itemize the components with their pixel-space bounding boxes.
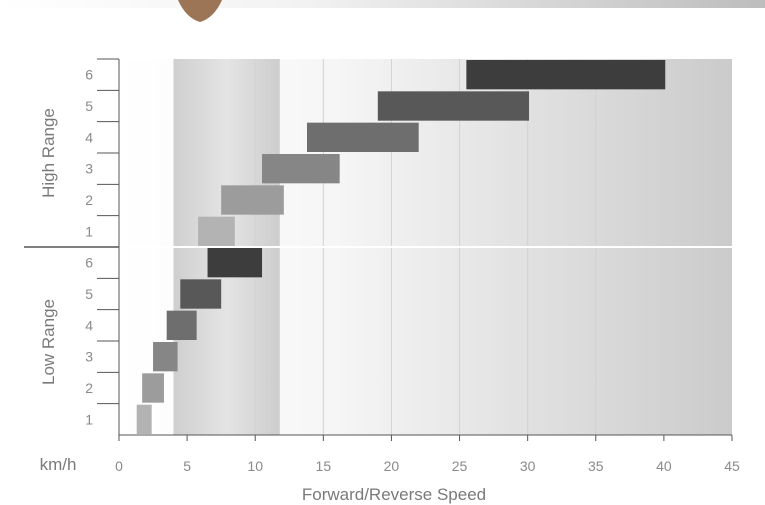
bar-high-gear-5 <box>377 91 530 121</box>
y-tick-label-low-1: 1 <box>85 411 93 427</box>
x-tick-label-15: 15 <box>316 458 332 474</box>
y-tick-label-high-5: 5 <box>85 98 93 114</box>
y-tick-label-high-4: 4 <box>85 129 93 145</box>
x-axis-title: Forward/Reverse Speed <box>302 485 486 504</box>
unit-label: km/h <box>40 455 77 474</box>
bar-layer <box>119 60 732 434</box>
top-decor-shape <box>178 0 222 22</box>
y-tick-label-low-2: 2 <box>85 380 93 396</box>
x-tick-label-40: 40 <box>656 458 672 474</box>
bar-high-gear-2 <box>221 185 284 215</box>
x-tick-label-0: 0 <box>115 458 123 474</box>
bar-high-gear-3 <box>262 154 340 184</box>
bar-low-gear-4 <box>166 310 197 340</box>
y-tick-label-low-4: 4 <box>85 317 93 333</box>
x-tick-label-20: 20 <box>384 458 400 474</box>
bar-high-gear-1 <box>198 216 235 246</box>
bar-low-gear-1 <box>136 404 152 434</box>
y-tick-label-low-3: 3 <box>85 349 93 365</box>
group-label-low: Low Range <box>39 299 58 385</box>
y-tick-label-low-6: 6 <box>85 255 93 271</box>
y-tick-label-low-5: 5 <box>85 286 93 302</box>
y-tick-label-high-1: 1 <box>85 223 93 239</box>
top-decor-strip <box>0 0 765 8</box>
bar-low-gear-3 <box>153 342 178 372</box>
group-label-high: High Range <box>39 108 58 198</box>
x-tick-label-45: 45 <box>724 458 740 474</box>
y-tick-label-high-3: 3 <box>85 161 93 177</box>
bar-high-gear-6 <box>466 60 666 90</box>
x-tick-label-25: 25 <box>452 458 468 474</box>
bar-low-gear-5 <box>180 279 222 309</box>
bar-low-gear-2 <box>142 373 164 403</box>
y-tick-label-high-6: 6 <box>85 67 93 83</box>
x-tick-label-5: 5 <box>183 458 191 474</box>
x-tick-label-35: 35 <box>588 458 604 474</box>
bar-high-gear-4 <box>306 122 419 152</box>
y-tick-label-high-2: 2 <box>85 192 93 208</box>
x-tick-label-30: 30 <box>520 458 536 474</box>
bar-low-gear-6 <box>207 248 263 278</box>
x-tick-label-10: 10 <box>247 458 263 474</box>
